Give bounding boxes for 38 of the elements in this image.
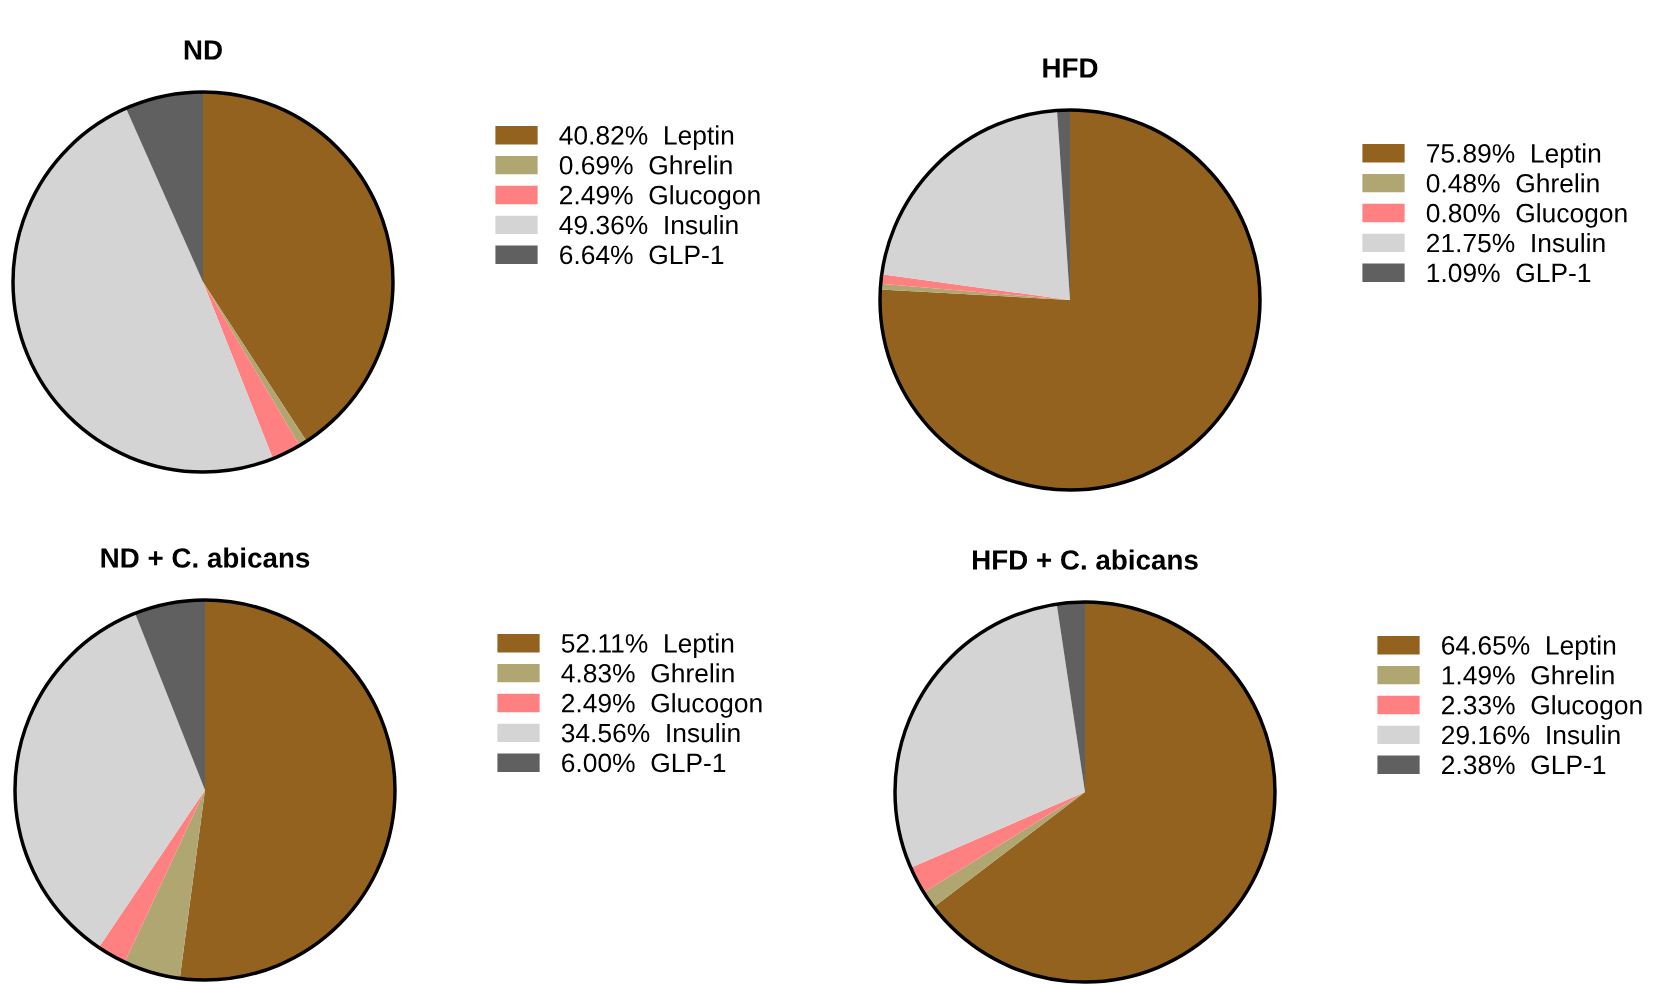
pie-slice: [203, 92, 393, 442]
legend-label: 1.49% Ghrelin: [1442, 665, 1614, 685]
legend-label: 2.49% Glucogon: [562, 693, 762, 718]
pie-slice: [15, 613, 205, 948]
legend-label: 4.83% Ghrelin: [561, 663, 734, 683]
chart-title: HFD: [1043, 58, 1098, 78]
pie-slice: [923, 792, 1085, 908]
legend-label: 2.33% Glucogon: [1442, 695, 1642, 720]
legend-label: 34.56% Insulin: [561, 723, 740, 743]
chart-title: HFD + C. abicans: [973, 549, 1198, 570]
pie-slice: [126, 92, 203, 282]
pie-slice: [13, 108, 273, 472]
pie-slice: [124, 790, 205, 979]
pie-slice: [179, 600, 395, 980]
legend-label: 21.75% Insulin: [1427, 233, 1605, 253]
legend-label: 0.69% Ghrelin: [559, 155, 732, 175]
legend-label: 52.11% Leptin: [561, 633, 734, 658]
pie-slice: [881, 110, 1070, 300]
chart-title: ND + C. abicans: [101, 547, 310, 568]
legend-label: 40.82% Leptin: [559, 125, 734, 150]
pie-slice: [135, 600, 205, 790]
pie-slice: [933, 602, 1275, 982]
legend-label: 6.00% GLP-1: [562, 753, 726, 773]
pie-slice: [910, 792, 1085, 893]
legend-label: 49.36% Insulin: [559, 215, 738, 235]
legend-label: 75.89% Leptin: [1427, 143, 1601, 168]
pie-slice: [1056, 602, 1085, 792]
chart-title: ND: [184, 40, 222, 60]
legend-label: 6.64% GLP-1: [560, 245, 724, 265]
legend-label: 29.16% Insulin: [1442, 725, 1620, 745]
legend-label: 0.48% Ghrelin: [1426, 173, 1599, 193]
pie-slice: [98, 790, 205, 963]
legend-label: 1.09% GLP-1: [1427, 263, 1591, 283]
legend-label: 64.65% Leptin: [1442, 635, 1616, 660]
legend-label: 0.80% Glucogon: [1426, 203, 1627, 228]
pie-slice: [895, 604, 1085, 868]
legend-label: 2.38% GLP-1: [1442, 755, 1606, 775]
legend-label: 2.49% Glucogon: [560, 185, 760, 210]
